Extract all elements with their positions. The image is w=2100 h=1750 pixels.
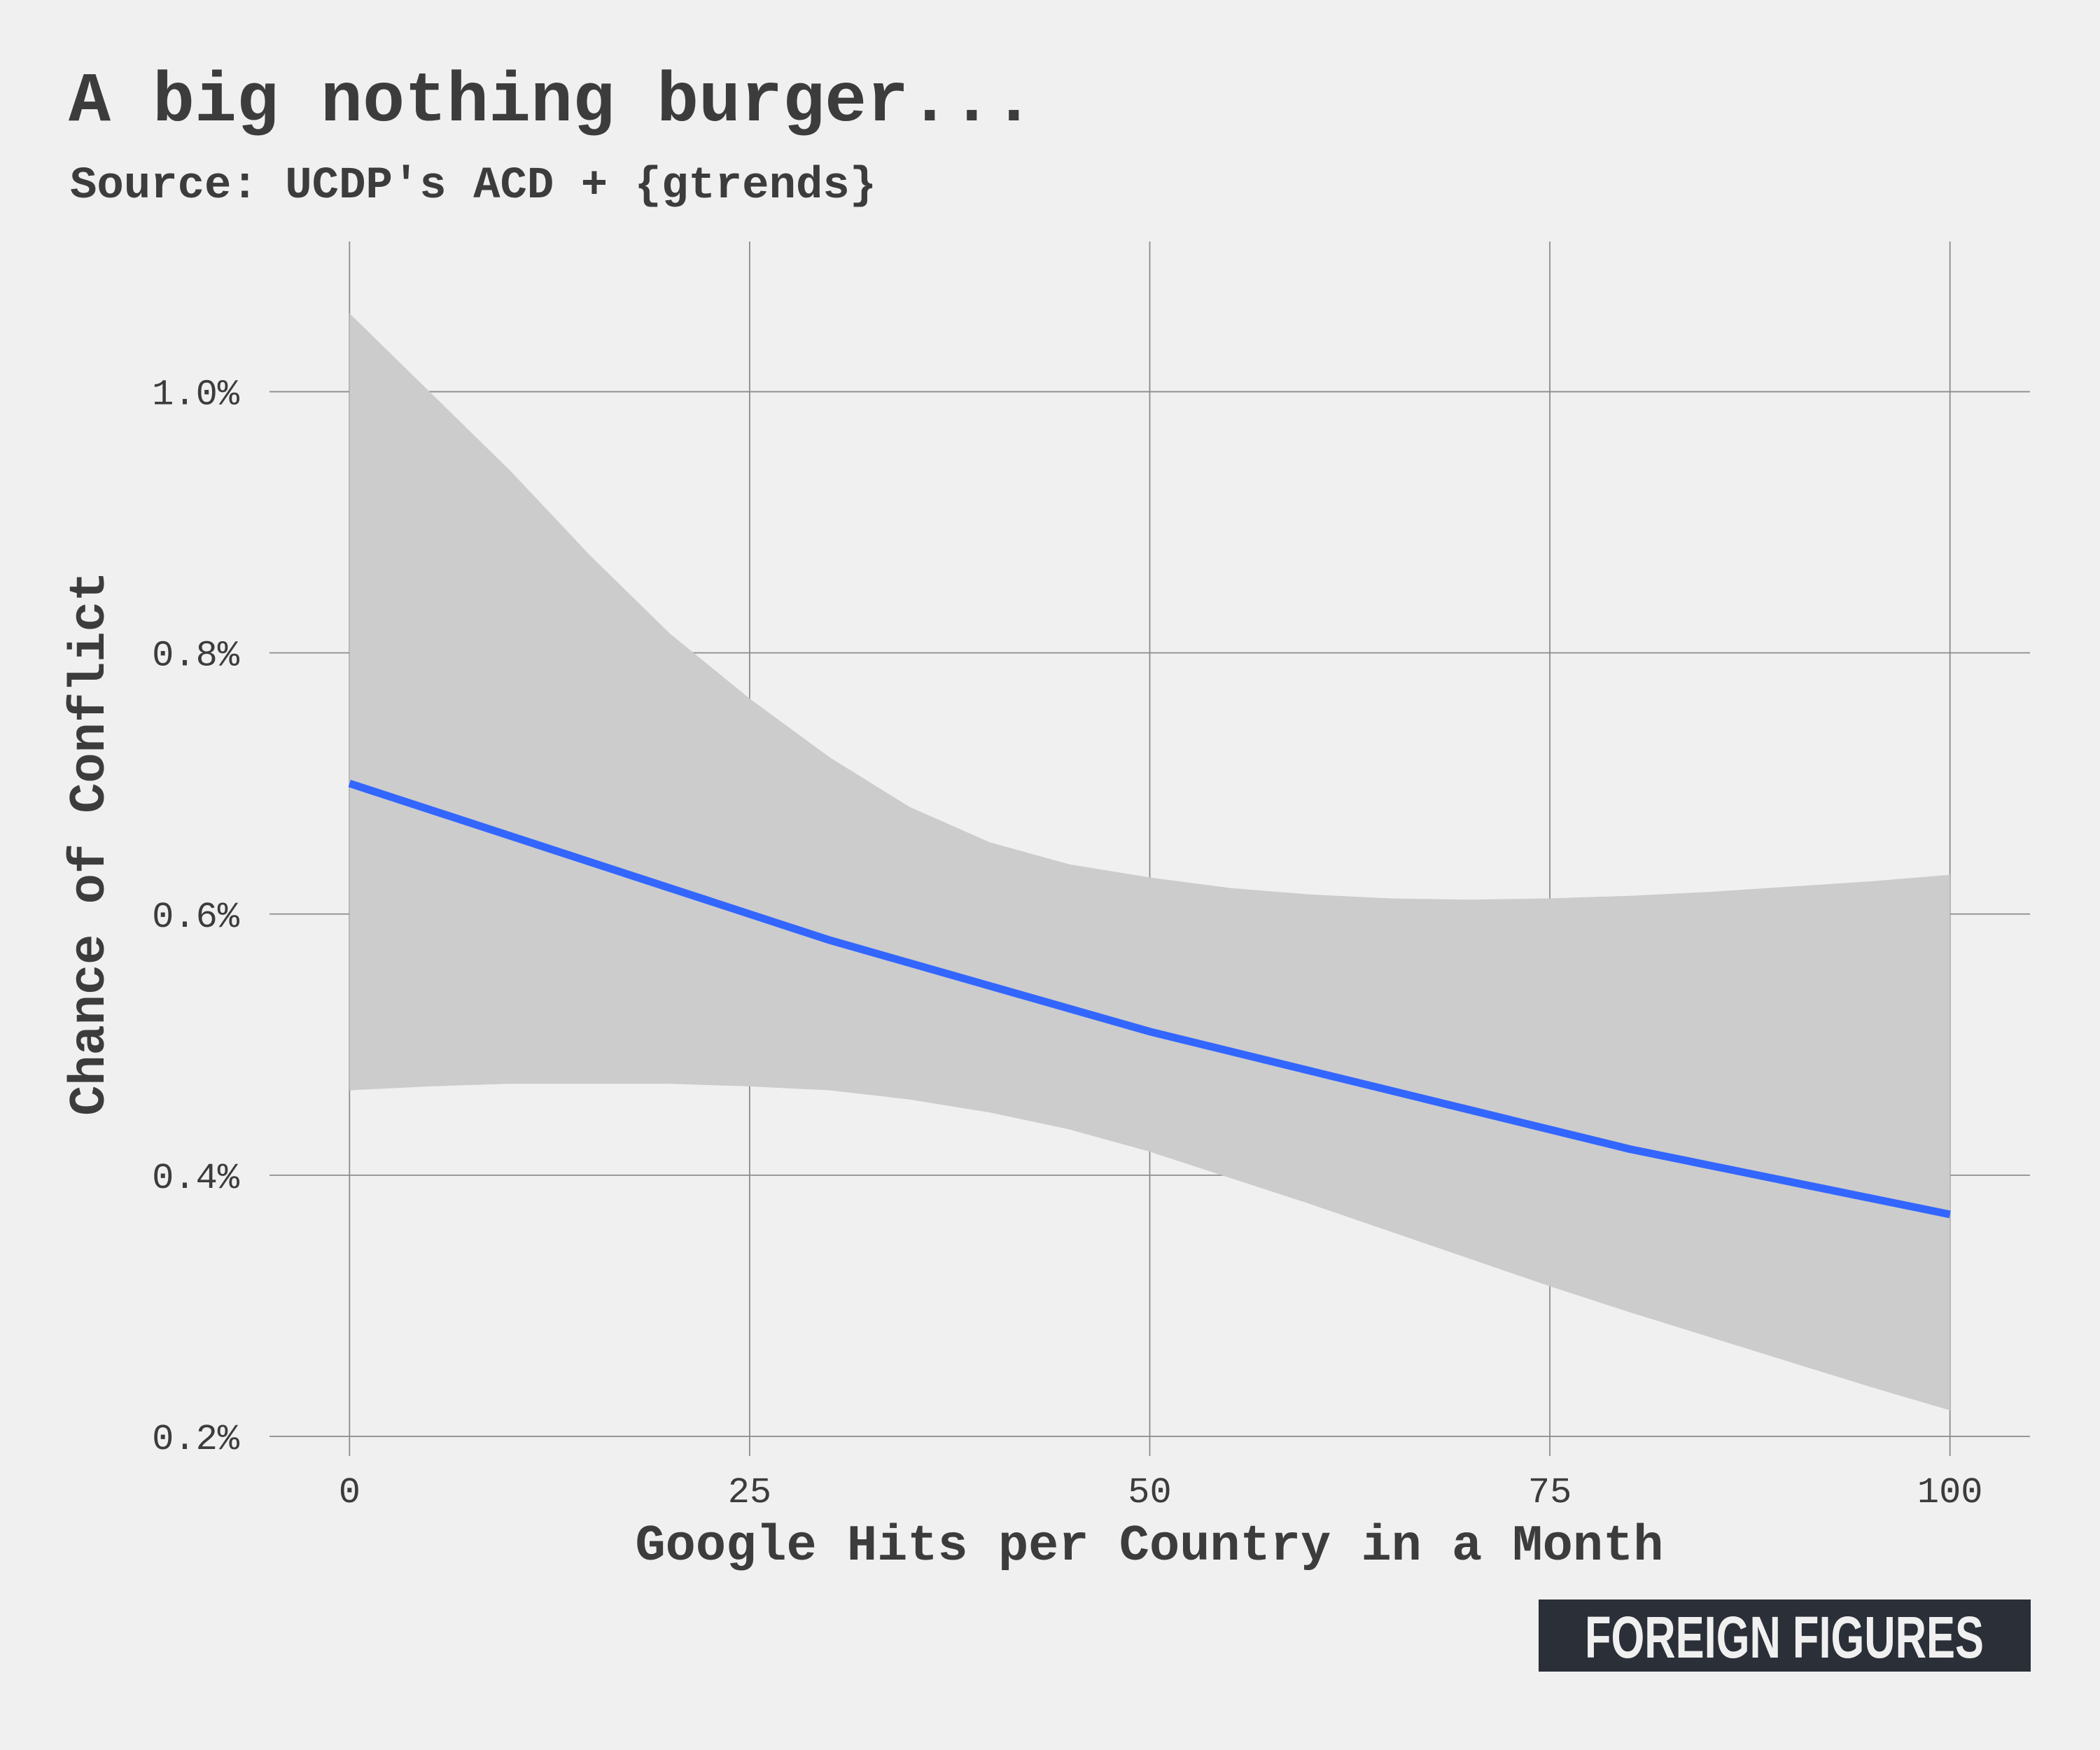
logo-text: FOREIGN FIGURES <box>1585 1604 1984 1670</box>
x-tick-label: 0 <box>339 1472 360 1513</box>
y-tick-labels: 0.2% 0.4% 0.6% 0.8% 1.0% <box>152 374 240 1460</box>
x-tick-label: 25 <box>728 1472 771 1513</box>
chart-subtitle: Source: UCDP's ACD + {gtrends} <box>70 161 876 211</box>
trend-line-group <box>348 779 1951 1219</box>
x-tick-label: 50 <box>1128 1472 1171 1513</box>
foreign-figures-logo: FOREIGN FIGURES <box>1539 1600 2031 1672</box>
confidence-band-group <box>349 313 1950 1410</box>
chart-title: A big nothing burger... <box>69 63 1035 142</box>
trend-line <box>348 779 1951 1219</box>
y-axis-label: Chance of Conflict <box>62 571 119 1116</box>
x-tick-labels: 0 25 50 75 100 <box>339 1472 1983 1513</box>
y-tick-label: 0.8% <box>152 636 240 677</box>
y-tick-label: 0.2% <box>152 1419 240 1460</box>
y-tick-label: 0.6% <box>152 897 240 938</box>
x-tick-label: 75 <box>1528 1472 1572 1513</box>
x-tick-label: 100 <box>1917 1472 1983 1513</box>
y-tick-label: 0.4% <box>152 1158 240 1199</box>
logo-background <box>1539 1600 2031 1672</box>
confidence-band <box>349 313 1950 1410</box>
x-axis-label: Google Hits per Country in a Month <box>635 1518 1663 1575</box>
y-tick-label: 1.0% <box>152 374 240 416</box>
